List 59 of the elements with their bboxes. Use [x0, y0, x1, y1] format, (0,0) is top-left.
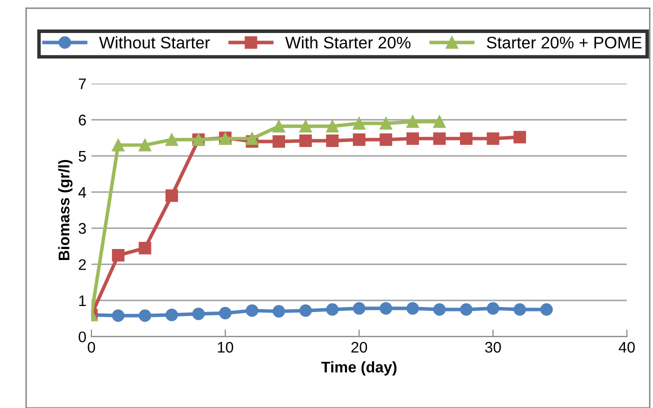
point: [380, 117, 392, 130]
y-tick-label: 3: [78, 223, 86, 234]
point: [219, 306, 232, 320]
point: [352, 133, 366, 146]
point: [406, 302, 419, 315]
point: [246, 132, 258, 145]
x-tick-label: 10: [218, 342, 234, 353]
point: [406, 115, 419, 128]
point: [326, 303, 339, 316]
y-tick-label: 6: [78, 114, 86, 126]
point: [192, 308, 205, 320]
point: [112, 249, 124, 262]
point: [299, 120, 312, 133]
point: [138, 242, 152, 254]
point: [433, 115, 446, 128]
point: [514, 130, 526, 144]
y-tick-label: 7: [78, 78, 86, 90]
point: [433, 132, 446, 145]
y-tick-label: 5: [78, 150, 86, 162]
point: [246, 304, 258, 317]
legend-label: Starter 20% + POME: [486, 36, 642, 49]
point: [460, 132, 472, 145]
point: [433, 303, 446, 316]
point: [272, 120, 286, 133]
point: [112, 138, 124, 152]
point: [112, 309, 124, 322]
x-tick-label: 20: [351, 342, 368, 353]
point: [272, 135, 286, 148]
y-tick-label: 4: [78, 187, 86, 198]
point: [138, 138, 152, 152]
point: [486, 302, 500, 315]
x-axis-title: Time (day): [321, 361, 396, 376]
x-tick-label: 30: [485, 342, 501, 353]
point: [380, 302, 392, 315]
point: [299, 304, 312, 317]
point: [165, 189, 178, 202]
point: [540, 303, 553, 316]
point: [380, 133, 392, 146]
point: [326, 134, 339, 147]
point: [352, 117, 366, 130]
point: [326, 120, 339, 133]
x-tick-label: 0: [88, 342, 96, 353]
point: [352, 302, 366, 315]
legend-label: With Starter 20%: [285, 36, 411, 49]
point: [514, 303, 526, 316]
point: [272, 305, 286, 318]
point: [406, 132, 419, 145]
point: [299, 134, 312, 147]
y-tick-label: 1: [79, 295, 86, 306]
legend-label: Without Starter: [99, 36, 210, 49]
point: [165, 133, 178, 146]
point: [486, 132, 500, 145]
point: [165, 308, 178, 322]
point: [138, 309, 152, 322]
y-axis-title: Biomass (gr/l): [58, 160, 73, 260]
point: [460, 303, 472, 316]
y-tick-label: 2: [78, 259, 86, 270]
x-tick-label: 40: [618, 342, 635, 353]
y-tick-label: 0: [78, 331, 86, 342]
